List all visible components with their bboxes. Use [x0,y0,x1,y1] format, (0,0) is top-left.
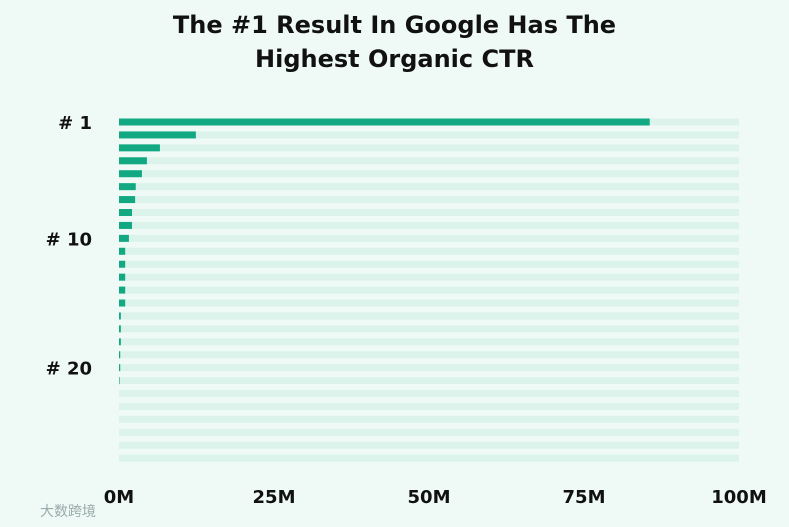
track [119,441,739,449]
track [119,170,739,178]
bar [119,364,121,372]
bar [119,131,196,139]
track [119,286,739,294]
bar [119,325,121,333]
track [119,338,739,346]
track [119,234,739,242]
track [119,454,739,462]
x-tick-label: 50M [408,487,451,508]
y-tick-label: # 20 [46,359,92,380]
track [119,377,739,385]
x-tick-label: 25M [253,487,296,508]
track [119,183,739,191]
bar [119,351,121,359]
track [119,157,739,165]
bar [119,234,129,242]
bar [119,157,147,165]
track [119,221,739,229]
y-tick-label: # 1 [58,113,92,134]
track [119,209,739,217]
x-tick-label: 0M [104,487,134,508]
track [119,402,739,410]
bar [119,144,160,152]
bar [119,260,126,268]
x-tick-label: 75M [563,487,606,508]
bar [119,273,126,281]
track [119,390,739,398]
track [119,364,739,372]
bar [119,299,126,307]
track [119,196,739,204]
bar [119,183,136,191]
bar [119,286,126,294]
x-tick-label: 100M [711,487,767,508]
track [119,299,739,307]
track [119,428,739,436]
bar [119,338,121,346]
bar [119,247,126,255]
bar [119,196,136,204]
bar [119,170,142,178]
bar [119,209,133,217]
track [119,144,739,152]
track [119,273,739,281]
bar [119,312,121,320]
track [119,260,739,268]
bar [119,118,650,126]
track [119,312,739,320]
bar [119,221,133,229]
track [119,247,739,255]
track [119,325,739,333]
title-box: The #1 Result In Google Has The Highest … [0,8,789,76]
track [119,415,739,423]
watermark: 大数跨境 [40,504,96,520]
track [119,131,739,139]
y-tick-label: # 10 [46,229,92,250]
track [119,351,739,359]
chart-title: The #1 Result In Google Has The Highest … [172,11,617,73]
bar [119,377,120,385]
